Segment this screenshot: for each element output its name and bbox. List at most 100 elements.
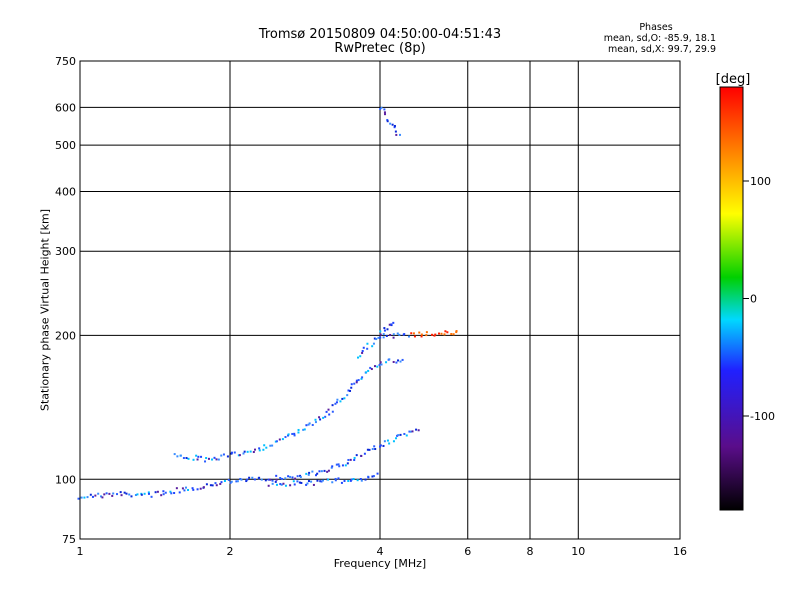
data-point: [192, 488, 195, 491]
data-point: [380, 363, 383, 366]
data-point: [187, 457, 190, 460]
data-point: [355, 454, 358, 457]
data-point: [291, 476, 294, 479]
data-point: [443, 333, 446, 336]
x-tick-label: 1: [77, 545, 84, 558]
colorbar-label: [deg]: [716, 72, 751, 87]
data-point: [455, 330, 458, 333]
data-point: [300, 481, 303, 484]
data-point: [327, 408, 330, 411]
data-point: [311, 470, 314, 473]
data-point: [292, 480, 295, 483]
data-point: [150, 495, 153, 498]
data-point: [243, 450, 246, 453]
data-point: [205, 457, 208, 460]
data-point: [123, 491, 126, 494]
data-point: [344, 464, 347, 467]
data-point: [293, 483, 296, 486]
data-point: [258, 447, 261, 450]
data-point: [330, 466, 333, 469]
data-point: [420, 335, 423, 338]
data-point: [444, 330, 447, 333]
data-point: [392, 360, 395, 363]
data-point: [360, 479, 363, 482]
data-point: [116, 493, 119, 496]
data-point: [99, 495, 102, 498]
y-tick-label: 100: [55, 473, 76, 486]
data-point: [274, 480, 277, 483]
data-point: [395, 133, 398, 136]
data-point: [370, 368, 373, 371]
data-point: [175, 487, 178, 490]
data-point: [366, 342, 369, 345]
data-point: [119, 491, 122, 494]
data-point: [267, 478, 270, 481]
data-point: [271, 444, 274, 447]
data-point: [415, 428, 418, 431]
data-point: [239, 477, 242, 480]
data-point: [187, 488, 190, 491]
colorbar-tick-label: 0: [750, 293, 757, 306]
y-tick-label: 500: [55, 139, 76, 152]
data-point: [252, 451, 255, 454]
data-point: [418, 331, 421, 334]
data-point: [366, 448, 369, 451]
data-point: [379, 361, 382, 364]
data-point: [253, 478, 256, 481]
data-point: [176, 455, 179, 458]
data-point: [262, 448, 265, 451]
data-point: [349, 458, 352, 461]
data-point: [179, 454, 182, 457]
data-point: [269, 444, 272, 447]
data-point: [452, 333, 455, 336]
data-point: [383, 329, 386, 332]
phase-stats-x: mean, sd,X: 99.7, 29.9: [607, 44, 716, 55]
data-point: [112, 492, 115, 495]
data-point: [284, 477, 287, 480]
data-point: [361, 350, 364, 353]
data-point: [275, 483, 278, 486]
data-point: [380, 106, 383, 109]
data-point: [298, 481, 301, 484]
data-point: [101, 496, 104, 499]
data-point: [156, 490, 159, 493]
data-point: [125, 492, 128, 495]
data-point: [120, 494, 123, 497]
data-point: [267, 484, 270, 487]
data-point: [392, 336, 395, 339]
data-point: [343, 479, 346, 482]
data-point: [361, 351, 364, 354]
data-point: [363, 452, 366, 455]
data-point: [376, 365, 379, 368]
data-point: [347, 458, 350, 461]
data-point: [372, 342, 375, 345]
data-point: [316, 479, 319, 482]
data-point: [271, 479, 274, 482]
data-point: [196, 488, 199, 491]
data-point: [319, 480, 322, 483]
data-point: [211, 458, 214, 461]
data-point: [213, 456, 216, 459]
data-point: [233, 451, 236, 454]
data-point: [185, 456, 188, 459]
data-point: [147, 492, 150, 495]
data-point: [297, 428, 300, 431]
data-point: [409, 430, 412, 433]
data-point: [242, 452, 245, 455]
data-point: [322, 416, 325, 419]
data-point: [134, 494, 137, 497]
data-point: [246, 450, 249, 453]
data-point: [382, 333, 385, 336]
data-point: [361, 376, 364, 379]
data-point: [215, 458, 218, 461]
data-point: [350, 478, 353, 481]
data-point: [334, 402, 337, 405]
x-tick-label: 8: [527, 545, 534, 558]
data-point: [305, 424, 308, 427]
data-point: [305, 472, 308, 475]
data-point: [425, 331, 428, 334]
data-point: [281, 477, 284, 480]
data-point: [347, 479, 350, 482]
data-point: [433, 334, 436, 337]
data-point: [412, 332, 415, 335]
